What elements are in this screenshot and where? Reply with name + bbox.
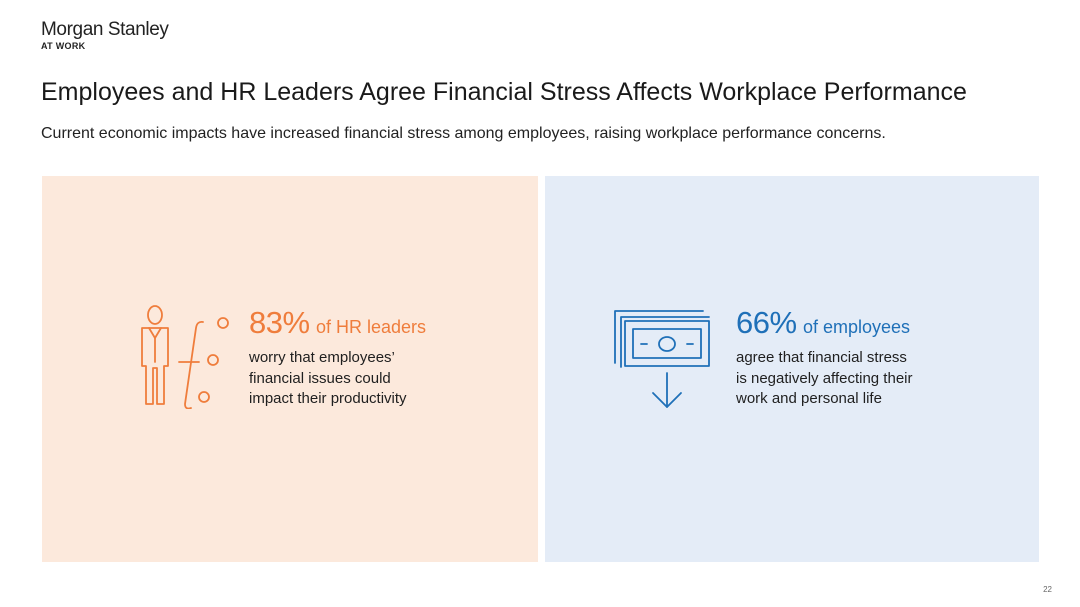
hr-leaders-line-2: financial issues could	[249, 369, 391, 387]
brand-name: Morgan Stanley	[41, 19, 169, 40]
hr-leaders-of-label: of HR leaders	[316, 317, 427, 337]
person-thinking-icon	[133, 304, 243, 414]
employees-percent: 66%	[736, 305, 797, 340]
employees-line-1: agree that financial stress	[736, 349, 907, 366]
employees-of-label: of employees	[803, 317, 911, 337]
employees-stat: 66% of employees agree that financial st…	[736, 306, 913, 410]
employees-line-2: is negatively affecting their	[736, 369, 913, 387]
hr-leaders-line-3: impact their productivity	[249, 390, 407, 407]
hr-leaders-stat: 83% of HR leaders worry that employees’ …	[249, 306, 426, 410]
employees-line-3: work and personal life	[736, 390, 882, 407]
employees-panel: 66% of employees agree that financial st…	[545, 176, 1039, 562]
money-down-icon	[613, 309, 713, 414]
slide-subtitle: Current economic impacts have increased …	[41, 125, 886, 142]
brand-logo: Morgan Stanley AT WORK	[41, 19, 169, 52]
slide-title: Employees and HR Leaders Agree Financial…	[41, 78, 967, 106]
hr-leaders-percent: 83%	[249, 305, 310, 340]
brand-sub: AT WORK	[41, 41, 86, 51]
page-number: 22	[1043, 585, 1052, 594]
hr-leaders-line-1: worry that employees’	[249, 349, 395, 366]
hr-leaders-panel: 83% of HR leaders worry that employees’ …	[42, 176, 538, 562]
